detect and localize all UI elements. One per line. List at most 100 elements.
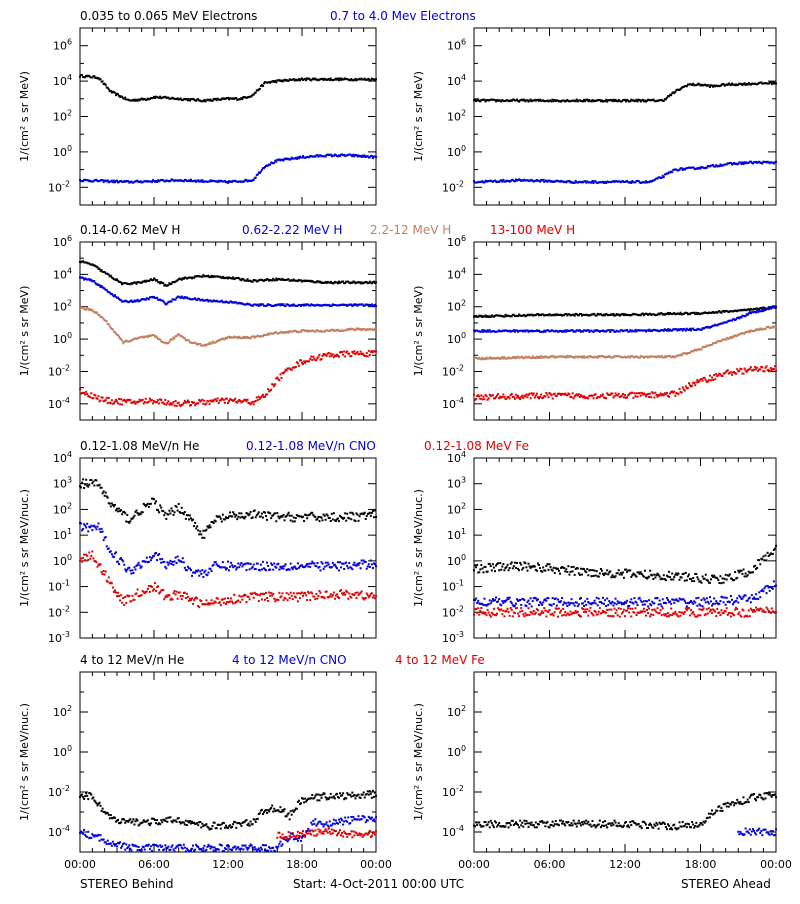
data-point [318, 520, 320, 522]
data-point [230, 597, 232, 599]
data-point [534, 396, 536, 398]
data-point [518, 569, 520, 571]
data-point [269, 164, 271, 166]
data-point [85, 479, 87, 481]
data-point [202, 530, 204, 532]
data-point [122, 560, 124, 562]
data-point [229, 511, 231, 513]
data-point [89, 396, 91, 398]
data-point [684, 390, 686, 392]
data-point [369, 566, 371, 568]
data-point [346, 513, 348, 515]
data-point [278, 569, 280, 571]
data-point [367, 594, 369, 596]
data-point [259, 569, 261, 571]
data-point [369, 512, 371, 514]
data-point [551, 394, 553, 396]
data-point [135, 568, 137, 570]
data-point [690, 330, 692, 332]
data-point [172, 598, 174, 600]
data-point [508, 569, 510, 571]
data-point [775, 306, 777, 308]
plot-frame [80, 28, 376, 205]
data-point [314, 516, 316, 518]
data-point [261, 513, 263, 515]
data-point [546, 394, 548, 396]
data-point [374, 509, 376, 511]
data-point [526, 396, 528, 398]
data-point [750, 366, 752, 368]
data-point [113, 180, 115, 182]
data-point [150, 559, 152, 561]
data-point [253, 403, 255, 405]
data-point [544, 570, 546, 572]
data-point [80, 486, 82, 488]
data-point [305, 514, 307, 516]
data-point [325, 562, 327, 564]
data-point [271, 564, 273, 566]
data-point [114, 504, 116, 506]
data-point [85, 391, 87, 393]
data-point [198, 533, 200, 535]
data-point [101, 269, 103, 271]
data-point [248, 563, 250, 565]
data-point [84, 525, 86, 527]
data-point [209, 403, 211, 405]
data-point [92, 481, 94, 483]
data-point [244, 516, 246, 518]
data-point [223, 602, 225, 604]
data-point [260, 171, 262, 173]
data-point [351, 568, 353, 570]
data-point [605, 99, 607, 101]
data-point [631, 392, 633, 394]
data-point [547, 396, 549, 398]
data-point [186, 569, 188, 571]
data-point [193, 401, 195, 403]
data-point [590, 575, 592, 577]
data-point [521, 569, 523, 571]
data-point [291, 595, 293, 597]
data-point [250, 563, 252, 565]
data-point [552, 398, 554, 400]
data-point [324, 566, 326, 568]
data-point [573, 397, 575, 399]
data-point [249, 568, 251, 570]
data-point [90, 525, 92, 527]
data-point [139, 564, 141, 566]
data-point [536, 393, 538, 395]
data-point [200, 533, 202, 535]
data-point [492, 394, 494, 396]
data-point [313, 562, 315, 564]
y-tick-label: 103 [447, 476, 466, 491]
data-point [618, 393, 620, 395]
data-point [322, 563, 324, 565]
data-point [291, 515, 293, 517]
data-point [195, 527, 197, 529]
data-point [278, 592, 280, 594]
data-point [375, 305, 377, 307]
data-point [534, 566, 536, 568]
data-point [542, 566, 544, 568]
data-point [247, 278, 249, 280]
data-point [257, 173, 259, 175]
data-point [86, 555, 88, 557]
data-point [564, 570, 566, 572]
data-point [179, 591, 181, 593]
data-point [668, 396, 670, 398]
data-point [101, 528, 103, 530]
data-point [674, 395, 676, 397]
data-point [347, 598, 349, 600]
data-point [524, 562, 526, 564]
data-point [478, 395, 480, 397]
y-axis-label: 1/(cm² s sr MeV) [18, 286, 31, 377]
data-point [172, 339, 174, 341]
data-point [338, 520, 340, 522]
data-point [169, 560, 171, 562]
data-point [622, 393, 624, 395]
data-point [603, 574, 605, 576]
data-point [572, 329, 574, 331]
data-point [346, 350, 348, 352]
data-point [761, 163, 763, 165]
